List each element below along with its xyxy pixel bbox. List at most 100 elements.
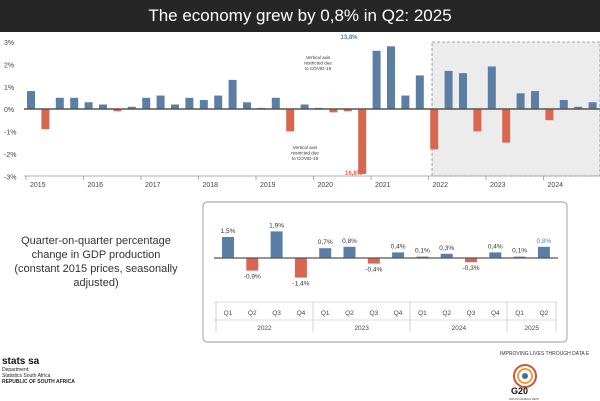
inset-data-label: -0,3% [463,265,480,272]
main-bar [27,91,35,109]
x-tick-label: 2015 [30,182,46,189]
dept-line-2: Statistics South Africa [2,373,51,379]
main-bar [430,109,439,150]
inset-year-label: 2023 [354,325,369,332]
inset-category-label: Q2 [248,310,257,317]
inset-category-label: Q4 [394,310,403,317]
inset-bar [440,253,453,258]
x-tick-label: 2021 [375,182,391,189]
main-bar [358,109,367,174]
main-chart: 3% 2% 1% 0% -1% -2% -3% 2015 2016 2017 2018 2019 202… [4,35,600,189]
logo-text: stats sa [2,356,40,367]
main-bar [185,97,194,109]
inset-bar [465,258,477,263]
main-bar [199,100,208,109]
inset-bar [270,231,283,258]
main-bar [113,109,122,112]
axis-note: Vertical axis restricted due to COVID-19 [291,145,319,161]
inset-category-label: Q2 [345,310,354,317]
main-bar [502,109,511,143]
inset-category-label: Q3 [272,310,281,317]
inset-bar [416,256,429,258]
inset-category-label: Q3 [467,310,476,317]
inset-year-label: 2025 [525,325,540,332]
annotation-peak: 13,8% [340,35,358,41]
tagline: IMPROVING LIVES THROUGH DATA E [500,351,590,357]
main-bar [487,66,496,109]
inset-category-label: Q4 [297,310,306,317]
main-bar [531,91,539,109]
inset-category-label: Q1 [418,310,427,317]
inset-bar [294,258,307,278]
inset-year-label: 2022 [257,325,272,332]
main-bar [70,97,79,109]
main-bar [84,102,93,109]
main-bar [387,46,395,109]
x-tick-label: 2019 [260,182,276,189]
inset-data-label: -0,4% [365,267,382,274]
inset-category-label: Q2 [442,310,451,317]
x-tick-label: 2022 [433,182,449,189]
x-tick-label: 2024 [548,182,564,189]
inset-category-label: Q4 [491,310,500,317]
g20-text: G20 [511,386,529,396]
inset-data-label: 0,4% [488,243,503,250]
x-tick-label: 2020 [318,182,334,189]
inset-bar [222,237,234,258]
g20-block: IMPROVING LIVES THROUGH DATA E G20 SOUTH… [500,351,600,401]
main-bar [127,106,136,109]
inset-data-label: -0,9% [244,274,261,281]
axis-break-up [340,52,352,60]
main-bar [99,104,107,109]
main-bar [588,102,597,109]
main-bar [300,104,309,109]
main-bar [415,75,424,109]
x-tick-label: 2017 [145,182,161,189]
axis-note: Vertical axis restricted due to COVID-19 [304,55,332,71]
inset-frame [202,201,568,343]
main-bar [559,100,568,109]
y-tick-label: -2% [4,152,16,159]
y-tick-label: 0% [4,107,14,114]
inset-bar [513,256,526,258]
y-tick-label: 1% [4,85,14,92]
inset-data-label: 0,7% [318,239,333,246]
axis-break-down [326,161,338,169]
y-tick-label: 2% [4,62,14,69]
inset-data-label: 1,5% [221,228,236,235]
inset-bar [246,258,259,271]
inset-category-label: Q3 [369,310,378,317]
inset-bar [367,258,380,264]
main-bar [55,97,64,109]
y-tick-label: 3% [4,40,14,47]
main-bar [41,109,50,130]
x-tick-label: 2016 [88,182,104,189]
dept-line-3: REPUBLIC OF SOUTH AFRICA [2,379,75,385]
main-bar [286,109,295,132]
main-bar [401,95,410,109]
inset-data-label: 0,8% [342,238,357,245]
dept-line-1: Department: [2,367,30,373]
main-bar [444,70,453,109]
main-bar [473,109,482,132]
page-title: The economy grew by 0,8% in Q2: 2025 [0,0,600,32]
y-tick-label: -3% [4,174,16,181]
main-bar [343,109,352,112]
inset-data-label: 0,1% [512,248,527,255]
inset-category-label: Q1 [321,310,330,317]
main-bar [372,50,381,109]
inset-bar [319,248,332,258]
inset-bar [489,252,502,258]
inset-year-label: 2024 [452,325,467,332]
inset-data-label: 0,3% [439,245,454,252]
inset-bar [392,252,405,258]
chart-subtitle: Quarter-on-quarter percentage change in … [14,235,178,289]
main-bar [329,109,338,113]
main-bar [171,104,179,109]
inset-chart: 1,5% -0,9% 1,9% -1,4% 0,7% 0,8% -0,4% 0,4% 0,1% 0… [202,201,568,343]
main-bar [142,97,151,109]
main-bar [214,95,223,109]
main-bar [243,102,251,109]
annotation-trough: 16,8% [345,171,363,177]
